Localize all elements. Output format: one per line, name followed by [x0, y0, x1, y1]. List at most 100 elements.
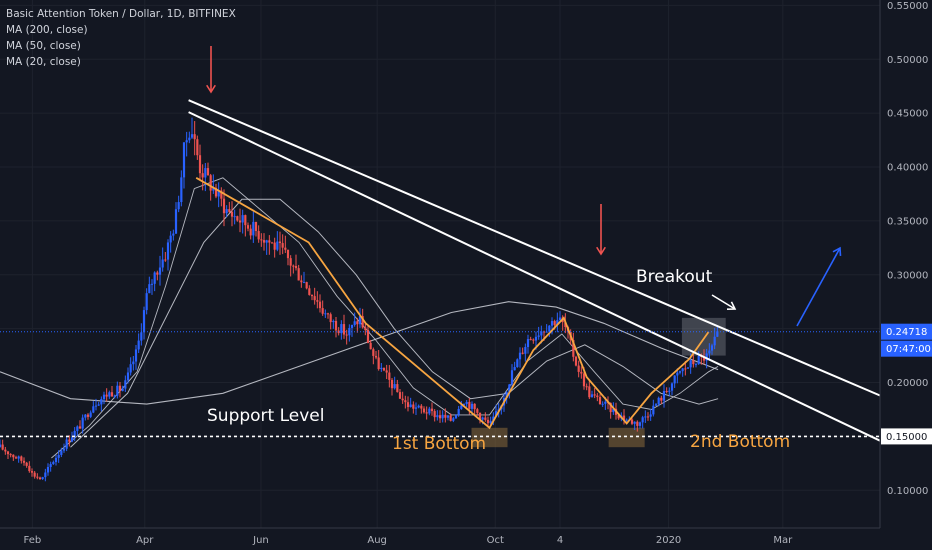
ma200-line	[0, 301, 719, 405]
candle-body	[382, 367, 386, 371]
candle-body	[622, 415, 626, 420]
price-tick-label: 0.55000	[887, 1, 928, 12]
candle-body	[526, 339, 530, 348]
candle-body	[414, 407, 418, 409]
candle-body	[420, 405, 423, 409]
candle-body	[668, 390, 671, 392]
candle-body	[25, 462, 28, 466]
candle-body	[265, 240, 268, 243]
candle-body	[396, 384, 399, 393]
candle-body	[604, 401, 607, 404]
candle-body	[132, 361, 135, 365]
candle-body	[652, 405, 655, 415]
indicator-ma20[interactable]: MA (20, close)	[6, 56, 81, 68]
candle-body	[33, 472, 36, 477]
candle-body	[57, 454, 60, 458]
candle-body	[548, 325, 551, 332]
arrow-head	[832, 246, 842, 257]
ma20-line	[51, 177, 719, 459]
candle-body	[582, 373, 586, 387]
candle-body	[572, 340, 575, 357]
candle-body	[684, 368, 687, 370]
candle-body	[558, 317, 562, 321]
candle-body	[332, 320, 335, 323]
candle-body	[76, 426, 79, 431]
candle-body	[318, 301, 322, 309]
candle-body	[705, 353, 708, 361]
candle-body	[134, 349, 138, 362]
candle-body	[270, 242, 274, 244]
first-bottom-label: 1st Bottom	[392, 434, 486, 454]
candle-body	[441, 414, 444, 419]
candle-body	[510, 370, 514, 385]
candle-body	[6, 451, 10, 455]
candle-body	[430, 408, 434, 412]
candle-body	[206, 168, 210, 176]
candle-body	[478, 412, 482, 420]
candle-body	[588, 386, 591, 398]
candle-body	[425, 412, 428, 414]
price-tick-label: 0.45000	[887, 109, 928, 120]
candle-body	[409, 404, 412, 408]
candle-body	[601, 403, 604, 405]
candle-body	[612, 408, 615, 413]
second-bottom-label: 2nd Bottom	[690, 432, 790, 452]
candle-body	[686, 367, 690, 369]
candle-body	[489, 420, 492, 424]
time-tick-label: Oct	[487, 535, 504, 546]
candle-body	[449, 415, 452, 421]
candle-body	[220, 190, 223, 199]
candle-body	[284, 247, 287, 250]
candle-body	[28, 465, 31, 472]
candle-body	[398, 392, 402, 399]
time-tick-label: Aug	[367, 535, 387, 546]
candle-body	[417, 405, 420, 408]
candle-body	[292, 265, 295, 267]
price-tick-label: 0.30000	[887, 270, 928, 281]
candle-body	[446, 415, 450, 418]
candle-body	[236, 216, 239, 221]
candle-body	[625, 419, 628, 421]
candle-body	[577, 365, 580, 372]
current-price-badge	[881, 323, 932, 340]
time-axis[interactable]: Feb Apr Jun Aug Oct 4 2020 Mar	[24, 535, 794, 546]
pivot-bottom-box	[608, 427, 645, 448]
blue-projection-arrow	[796, 246, 842, 327]
indicator-ma50[interactable]: MA (50, close)	[6, 40, 81, 52]
candle-body	[660, 397, 663, 401]
time-tick-label: Apr	[136, 535, 154, 546]
candle-body	[214, 187, 218, 197]
candle-body	[590, 394, 594, 398]
candle-body	[300, 280, 303, 283]
candle-body	[404, 400, 407, 403]
candle-body	[350, 324, 354, 328]
candle-body	[633, 421, 636, 424]
candle-body	[204, 168, 207, 178]
candle-body	[356, 321, 359, 325]
candle-body	[246, 225, 250, 229]
candle-body	[716, 331, 719, 337]
time-tick-label: Jun	[252, 535, 269, 546]
candle-body	[89, 412, 92, 417]
indicator-ma200[interactable]: MA (200, close)	[6, 24, 88, 36]
candle-body	[257, 231, 260, 240]
candle-body	[505, 392, 508, 398]
candle-body	[49, 464, 52, 467]
candle-body	[100, 399, 103, 405]
price-tick-label: 0.50000	[887, 55, 928, 66]
arrows	[206, 46, 842, 327]
candle-body	[41, 477, 44, 480]
candle-body	[169, 235, 172, 243]
candle-body	[182, 142, 186, 178]
candle-body	[428, 408, 431, 414]
candle-body	[188, 137, 191, 141]
price-tick-label: 0.35000	[887, 216, 928, 227]
arrow-head	[206, 84, 216, 94]
candle-body	[521, 352, 524, 354]
candle-body	[174, 209, 178, 234]
candle-body	[310, 294, 314, 297]
candle-body	[342, 324, 346, 335]
candle-body	[646, 416, 650, 418]
candle-body	[644, 416, 647, 418]
